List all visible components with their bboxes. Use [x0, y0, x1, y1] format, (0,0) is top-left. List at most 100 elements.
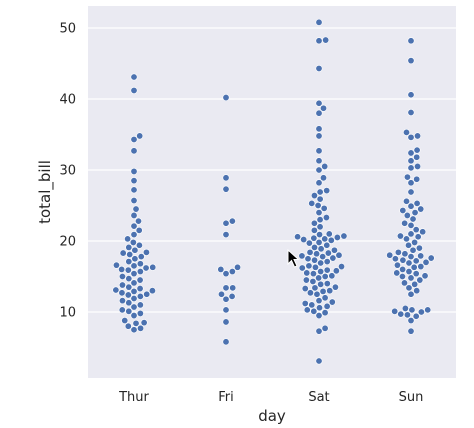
- data-point-thur: [130, 86, 138, 94]
- data-point-thur: [131, 246, 139, 254]
- data-point-sun: [407, 91, 415, 99]
- data-point-sat: [333, 233, 341, 241]
- data-point-sat: [320, 174, 328, 182]
- data-point-sun: [400, 279, 408, 287]
- data-point-sun: [417, 263, 425, 271]
- data-point-sat: [315, 125, 323, 133]
- data-point-sun: [407, 230, 415, 238]
- data-point-sun: [393, 269, 401, 277]
- data-point-sat: [331, 283, 339, 291]
- data-point-fri: [222, 295, 230, 303]
- data-point-sun: [396, 232, 404, 240]
- data-point-sun: [405, 268, 413, 276]
- data-point-sun: [413, 153, 421, 161]
- y-axis-label: total_bill: [36, 160, 55, 224]
- data-point-thur: [124, 322, 132, 330]
- data-point-thur: [136, 309, 144, 317]
- data-point-sat: [306, 289, 314, 297]
- data-point-sat: [309, 270, 317, 278]
- data-point-thur: [130, 73, 138, 81]
- data-point-sat: [302, 276, 310, 284]
- data-point-sat: [315, 157, 323, 165]
- y-tick-label: 50: [59, 22, 76, 37]
- data-point-sat: [311, 284, 319, 292]
- data-point-sun: [414, 233, 422, 241]
- data-point-fri: [222, 219, 230, 227]
- data-point-sun: [409, 215, 417, 223]
- data-point-sat: [303, 269, 311, 277]
- data-point-sat: [317, 259, 325, 267]
- data-point-thur: [118, 281, 126, 289]
- data-point-sat: [316, 195, 324, 203]
- data-point-thur: [124, 291, 132, 299]
- data-point-sun: [409, 246, 417, 254]
- data-point-sat: [322, 36, 330, 44]
- data-point-sun: [407, 188, 415, 196]
- data-point-sun: [407, 37, 415, 45]
- data-point-sun: [405, 259, 413, 267]
- data-point-sun: [413, 287, 421, 295]
- data-point-thur: [119, 249, 127, 257]
- data-point-thur: [130, 262, 138, 270]
- data-point-thur: [140, 319, 148, 327]
- data-point-thur: [142, 264, 150, 272]
- data-point-sat: [294, 233, 302, 241]
- data-point-thur: [125, 299, 133, 307]
- data-point-thur: [130, 135, 138, 143]
- data-point-sun: [407, 179, 415, 187]
- data-point-sat: [311, 263, 319, 271]
- data-point-fri: [222, 231, 230, 239]
- data-point-sat: [326, 287, 334, 295]
- data-point-sat: [314, 202, 322, 210]
- data-point-sat: [320, 104, 328, 112]
- data-point-thur: [125, 307, 133, 315]
- data-point-thur: [130, 177, 138, 185]
- data-point-sat: [328, 272, 336, 280]
- data-point-sat: [320, 204, 328, 212]
- data-point-sun: [413, 146, 421, 154]
- x-axis-ticks: Thur Fri Sat Sun: [118, 390, 423, 405]
- data-point-thur: [126, 250, 134, 258]
- data-point-sat: [323, 258, 331, 266]
- data-point-thur: [125, 243, 133, 251]
- data-point-sat: [315, 327, 323, 335]
- x-axis-label: day: [258, 407, 286, 425]
- data-point-sun: [407, 133, 415, 141]
- data-point-sat: [313, 290, 321, 298]
- data-point-sat: [335, 251, 343, 259]
- data-point-sat: [313, 250, 321, 258]
- data-point-sat: [316, 188, 324, 196]
- data-point-fri: [222, 306, 230, 314]
- data-point-fri: [228, 217, 236, 225]
- data-point-thur: [130, 197, 138, 205]
- data-point-sun: [427, 254, 435, 262]
- data-point-thur: [130, 167, 138, 175]
- data-point-thur: [130, 287, 138, 295]
- data-point-sun: [413, 199, 421, 207]
- data-points: [112, 18, 435, 365]
- data-point-fri: [228, 268, 236, 276]
- data-point-thur: [118, 272, 126, 280]
- data-point-sat: [329, 254, 337, 262]
- data-point-thur: [118, 289, 126, 297]
- data-point-sat: [305, 262, 313, 270]
- y-tick-label: 10: [59, 306, 76, 321]
- data-point-sat: [310, 307, 318, 315]
- data-point-sun: [407, 317, 415, 325]
- data-point-sun: [386, 251, 394, 259]
- data-point-sun: [394, 248, 402, 256]
- data-point-thur: [130, 295, 138, 303]
- data-point-sat: [328, 298, 336, 306]
- data-point-thur: [143, 290, 151, 298]
- data-point-sat: [315, 166, 323, 174]
- data-point-sat: [332, 267, 340, 275]
- data-point-sat: [321, 162, 329, 170]
- data-point-thur: [136, 132, 144, 140]
- data-point-sun: [391, 255, 399, 263]
- data-point-sat: [316, 231, 324, 239]
- data-point-thur: [124, 235, 132, 243]
- data-point-sat: [315, 37, 323, 45]
- data-point-sun: [401, 219, 409, 227]
- data-point-sat: [330, 246, 338, 254]
- data-point-sun: [412, 257, 420, 265]
